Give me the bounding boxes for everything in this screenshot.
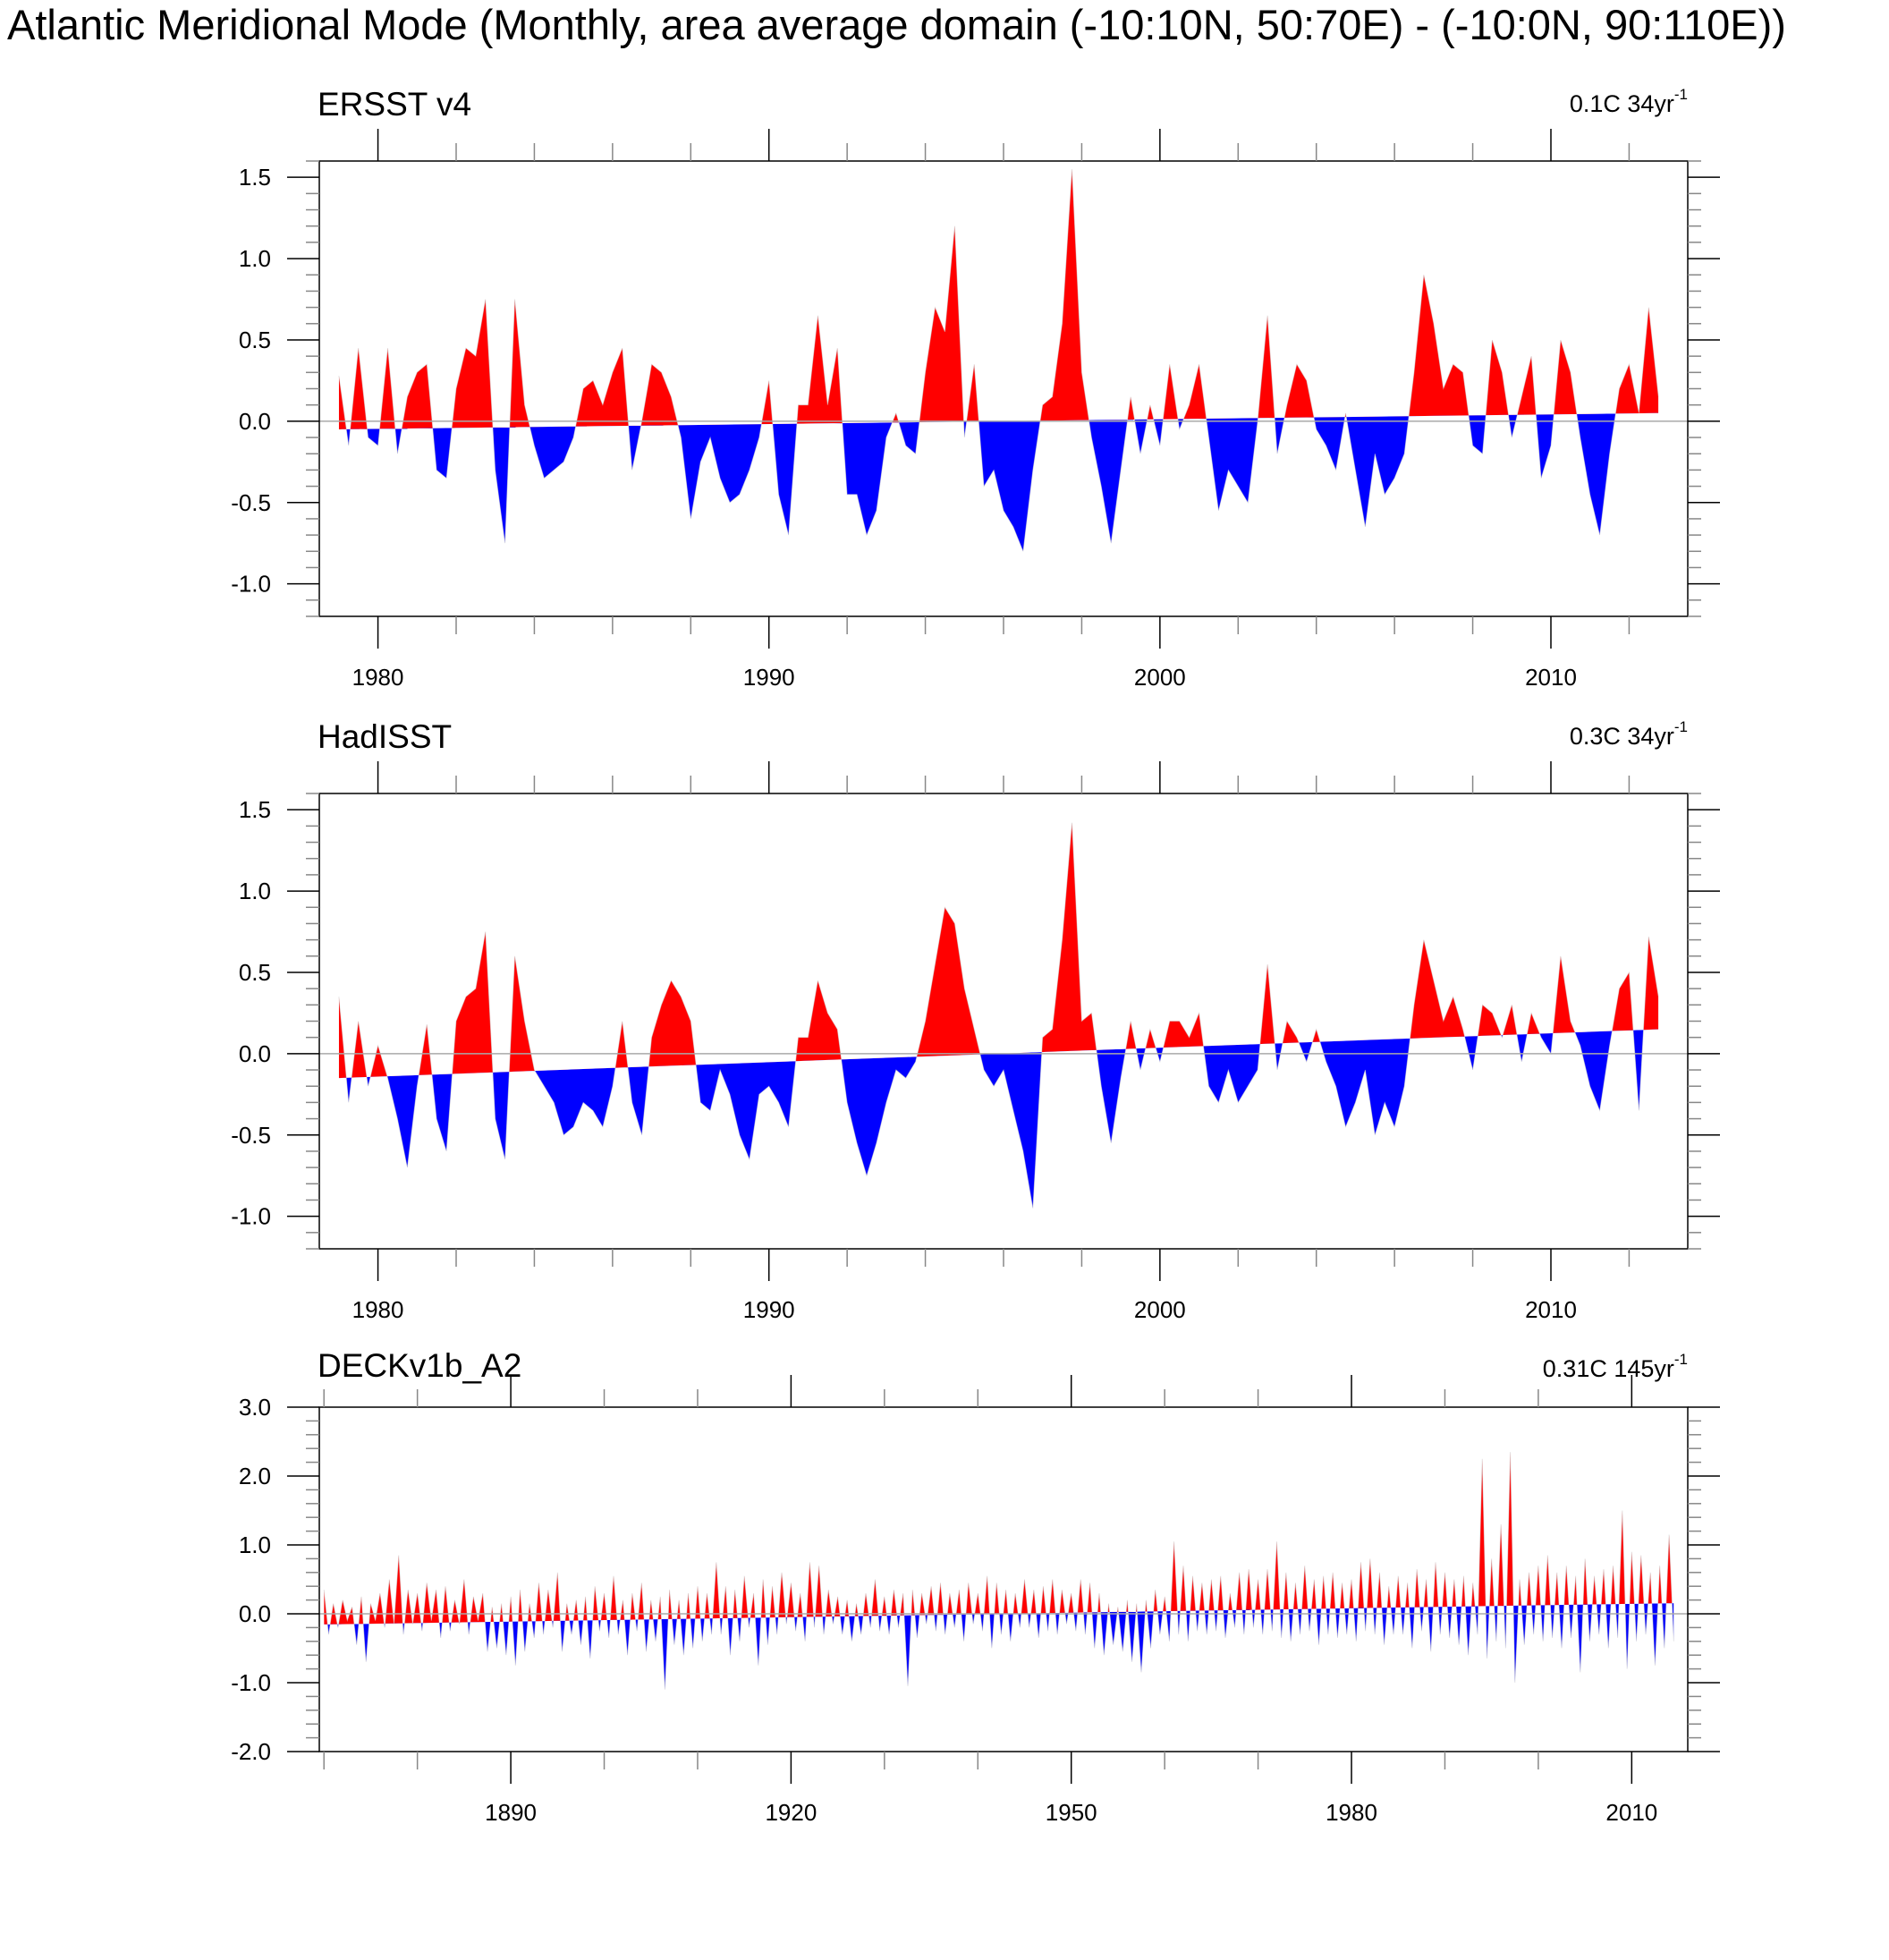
negative-anomaly-area bbox=[338, 412, 1659, 552]
trend-label-deck: 0.31C 145yr-1 bbox=[1542, 1351, 1688, 1383]
x-tick-label: 1990 bbox=[743, 664, 795, 691]
x-tick-label: 1890 bbox=[485, 1799, 537, 1826]
y-tick-label: 0.0 bbox=[239, 1040, 271, 1067]
y-tick-label: 1.0 bbox=[239, 245, 271, 272]
plot-frame bbox=[318, 1406, 1689, 1752]
panel-deck: -2.0 -1.0 0.0 1.0 2.0 3.0 1890 1920 1950 1980 2010 bbox=[231, 1375, 1720, 1826]
series-line bbox=[323, 1452, 1674, 1690]
positive-anomaly-area bbox=[338, 822, 1659, 1079]
x-tick-label: 2010 bbox=[1605, 1799, 1657, 1826]
x-tick-label: 1950 bbox=[1046, 1799, 1097, 1826]
panel-ersst: -1.0 -0.5 0.0 0.5 1.0 1.5 1980 1990 2000 2010 bbox=[231, 129, 1720, 691]
y-tick-label: 0.0 bbox=[239, 408, 271, 435]
panel-title-hadisst: HadISST bbox=[318, 718, 453, 755]
x-tick-label: 2000 bbox=[1134, 664, 1186, 691]
trend-exponent: -1 bbox=[1673, 86, 1688, 103]
negative-anomaly-area bbox=[338, 1029, 1659, 1209]
trend-value: 0.31C 145yr bbox=[1542, 1355, 1674, 1382]
y-tick-label: 3.0 bbox=[239, 1394, 271, 1421]
series-line bbox=[338, 822, 1659, 1209]
y-tick-label: 1.0 bbox=[239, 878, 271, 904]
y-tick-label: -1.0 bbox=[231, 1203, 271, 1230]
y-tick-label: -0.5 bbox=[231, 1122, 271, 1149]
trend-value: 0.3C 34yr bbox=[1569, 723, 1674, 750]
x-tick-label: 1980 bbox=[352, 1296, 404, 1323]
y-tick-label: -1.0 bbox=[231, 571, 271, 598]
trend-exponent: -1 bbox=[1673, 718, 1688, 735]
x-tick-label: 1990 bbox=[743, 1296, 795, 1323]
x-tick-label: 2010 bbox=[1525, 664, 1577, 691]
y-tick-label: 0.5 bbox=[239, 327, 271, 353]
x-tick-label: 1920 bbox=[765, 1799, 817, 1826]
y-tick-label: -2.0 bbox=[231, 1738, 271, 1765]
series-line bbox=[338, 169, 1659, 552]
trend-label-hadisst: 0.3C 34yr-1 bbox=[1569, 718, 1688, 751]
positive-anomaly-area bbox=[324, 1452, 1674, 1625]
y-tick-label: 1.5 bbox=[239, 164, 271, 191]
x-tick-label: 1980 bbox=[1326, 1799, 1377, 1826]
y-tick-label: 0.0 bbox=[239, 1600, 271, 1627]
trend-value: 0.1C 34yr bbox=[1569, 90, 1674, 117]
y-tick-label: -0.5 bbox=[231, 489, 271, 516]
y-tick-label: 1.5 bbox=[239, 796, 271, 823]
trend-label-ersst: 0.1C 34yr-1 bbox=[1569, 86, 1688, 118]
panel-hadisst: -1.0 -0.5 0.0 0.5 1.0 1.5 1980 1990 2000 2010 bbox=[231, 761, 1720, 1323]
negative-anomaly-area bbox=[324, 1603, 1674, 1690]
panel-title-deck: DECKv1b_A2 bbox=[318, 1347, 522, 1384]
figure-title: Atlantic Meridional Mode (Monthly, area … bbox=[7, 1, 1786, 48]
y-tick-label: -1.0 bbox=[231, 1669, 271, 1696]
y-tick-label: 1.0 bbox=[239, 1532, 271, 1558]
positive-anomaly-area bbox=[338, 169, 1659, 429]
y-tick-label: 0.5 bbox=[239, 959, 271, 986]
trend-exponent: -1 bbox=[1673, 1351, 1688, 1368]
x-tick-label: 2000 bbox=[1134, 1296, 1186, 1323]
x-tick-label: 2010 bbox=[1525, 1296, 1577, 1323]
y-tick-label: 2.0 bbox=[239, 1463, 271, 1489]
panel-title-ersst: ERSST v4 bbox=[318, 86, 472, 123]
x-tick-label: 1980 bbox=[352, 664, 404, 691]
plot-frame bbox=[318, 160, 1689, 617]
